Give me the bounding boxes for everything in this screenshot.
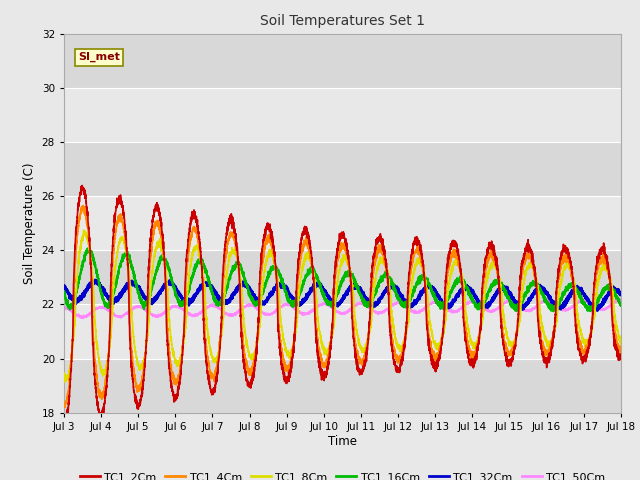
TC1_4Cm <box>61 405 69 410</box>
TC1_8Cm <box>322 349 330 355</box>
TC1_4Cm <box>161 259 168 264</box>
TC1_50Cm <box>436 301 444 307</box>
Line: TC1_50Cm: TC1_50Cm <box>64 299 621 318</box>
TC1_2Cm <box>436 346 444 352</box>
TC1_2Cm <box>322 369 330 375</box>
TC1_8Cm <box>436 341 444 347</box>
TC1_50Cm <box>60 304 68 310</box>
TC1_16Cm <box>616 301 624 307</box>
Bar <box>64 142 621 196</box>
TC1_4Cm <box>617 344 625 349</box>
TC1_8Cm <box>616 340 624 346</box>
TC1_8Cm <box>499 307 507 313</box>
TC1_16Cm <box>550 308 557 314</box>
TC1_50Cm <box>322 301 330 307</box>
Title: Soil Temperatures Set 1: Soil Temperatures Set 1 <box>260 14 425 28</box>
TC1_32Cm <box>593 308 601 314</box>
TC1_4Cm <box>79 203 87 208</box>
TC1_4Cm <box>616 353 624 359</box>
Line: TC1_16Cm: TC1_16Cm <box>64 248 621 311</box>
TC1_32Cm <box>167 277 175 283</box>
TC1_50Cm <box>616 296 624 301</box>
TC1_2Cm <box>499 337 507 343</box>
TC1_16Cm <box>84 245 92 251</box>
TC1_2Cm <box>60 424 68 430</box>
TC1_32Cm <box>436 297 444 303</box>
Line: TC1_8Cm: TC1_8Cm <box>64 230 621 382</box>
TC1_8Cm <box>60 372 68 377</box>
Bar <box>64 304 621 359</box>
TC1_16Cm <box>467 297 475 302</box>
TC1_32Cm <box>616 289 624 295</box>
TC1_8Cm <box>617 341 625 347</box>
Line: TC1_4Cm: TC1_4Cm <box>64 205 621 408</box>
TC1_16Cm <box>617 302 625 308</box>
TC1_16Cm <box>436 306 444 312</box>
TC1_4Cm <box>60 401 68 407</box>
TC1_50Cm <box>79 315 87 321</box>
Legend: TC1_2Cm, TC1_4Cm, TC1_8Cm, TC1_16Cm, TC1_32Cm, TC1_50Cm: TC1_2Cm, TC1_4Cm, TC1_8Cm, TC1_16Cm, TC1… <box>76 468 609 480</box>
TC1_50Cm <box>616 297 624 303</box>
TC1_8Cm <box>61 379 68 385</box>
TC1_2Cm <box>60 424 68 430</box>
Bar <box>64 34 621 88</box>
TC1_8Cm <box>80 228 88 233</box>
TC1_16Cm <box>322 298 330 304</box>
TC1_8Cm <box>468 338 476 344</box>
TC1_2Cm <box>161 257 168 263</box>
Line: TC1_2Cm: TC1_2Cm <box>64 185 621 427</box>
TC1_32Cm <box>467 289 475 295</box>
Bar <box>64 196 621 250</box>
Y-axis label: Soil Temperature (C): Soil Temperature (C) <box>23 162 36 284</box>
TC1_2Cm <box>617 351 625 357</box>
TC1_16Cm <box>499 283 507 289</box>
TC1_2Cm <box>616 353 624 359</box>
TC1_4Cm <box>436 343 444 348</box>
TC1_32Cm <box>499 285 507 290</box>
TC1_16Cm <box>60 288 68 294</box>
TC1_32Cm <box>617 292 625 298</box>
TC1_4Cm <box>322 360 330 366</box>
TC1_32Cm <box>322 289 330 295</box>
TC1_32Cm <box>160 282 168 288</box>
Bar <box>64 359 621 413</box>
X-axis label: Time: Time <box>328 434 357 448</box>
Bar <box>64 250 621 304</box>
TC1_50Cm <box>499 301 507 307</box>
Bar <box>64 88 621 142</box>
TC1_8Cm <box>161 258 168 264</box>
TC1_2Cm <box>78 182 86 188</box>
Text: SI_met: SI_met <box>78 52 120 62</box>
TC1_2Cm <box>468 356 476 362</box>
TC1_50Cm <box>467 299 475 304</box>
TC1_50Cm <box>161 310 168 315</box>
Line: TC1_32Cm: TC1_32Cm <box>64 280 621 311</box>
TC1_50Cm <box>617 296 625 302</box>
TC1_32Cm <box>60 284 68 289</box>
TC1_4Cm <box>499 331 507 336</box>
TC1_16Cm <box>161 257 168 263</box>
TC1_4Cm <box>468 355 476 361</box>
